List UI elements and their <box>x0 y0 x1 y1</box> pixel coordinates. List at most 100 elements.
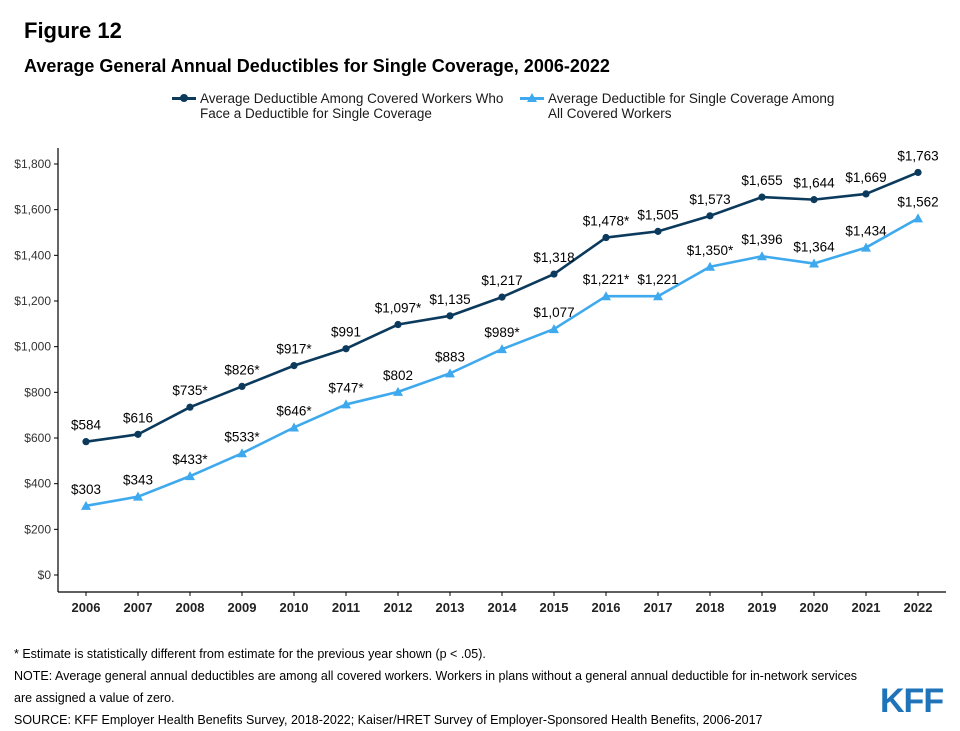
y-tick-label: $1,600 <box>14 203 51 217</box>
data-point <box>82 438 90 446</box>
data-point <box>289 422 299 432</box>
data-point <box>654 227 662 235</box>
data-point <box>809 258 819 268</box>
data-point <box>238 382 246 390</box>
footnote-note-line-1: NOTE: Average general annual deductibles… <box>14 669 858 683</box>
legend-item-series-2: Average Deductible for Single Coverage A… <box>520 91 840 121</box>
legend-label-line: Face a Deductible for Single Coverage <box>200 106 432 121</box>
data-point <box>861 242 871 252</box>
data-label: $1,562 <box>897 194 938 209</box>
legend-item-series-1: Average Deductible Among Covered Workers… <box>172 91 520 121</box>
data-label: $1,434 <box>845 224 887 239</box>
y-tick-label: $0 <box>38 568 52 582</box>
data-label: $1,669 <box>845 170 886 185</box>
x-tick-label: 2010 <box>280 600 309 615</box>
data-point <box>706 212 714 220</box>
data-label: $1,396 <box>741 232 782 247</box>
data-point <box>393 386 403 396</box>
data-label: $826* <box>224 362 260 377</box>
data-point <box>497 344 507 354</box>
series-line-1 <box>85 171 919 443</box>
data-point <box>445 368 455 378</box>
data-label: $1,364 <box>793 240 835 255</box>
data-point <box>290 362 298 370</box>
x-tick-label: 2009 <box>228 600 257 615</box>
data-label: $616 <box>123 410 153 425</box>
data-point <box>549 324 559 334</box>
x-tick-label: 2008 <box>176 600 205 615</box>
data-point <box>914 168 922 177</box>
line-chart: $0 $200 $400 $600 $800 $1,000 $1,200 $1,400 $1,6… <box>14 148 946 615</box>
data-label: $1,763 <box>897 148 938 163</box>
data-point <box>237 448 247 458</box>
data-label: $1,221* <box>583 272 630 287</box>
data-label: $917* <box>276 342 312 357</box>
data-label: $1,217 <box>481 273 522 288</box>
x-tick-label: 2006 <box>72 600 101 615</box>
data-label: $646* <box>276 403 312 418</box>
legend-label-line: Average Deductible Among Covered Workers… <box>200 91 504 106</box>
data-point <box>394 320 402 329</box>
data-label: $343 <box>123 473 153 488</box>
legend-label-line: All Covered Workers <box>548 106 672 121</box>
y-tick-label: $1,800 <box>14 157 51 171</box>
data-label: $1,077 <box>533 305 574 320</box>
data-point <box>862 190 870 198</box>
y-tick-label: $1,200 <box>14 294 51 308</box>
x-tick-label: 2014 <box>488 600 518 615</box>
data-label: $735* <box>172 383 208 398</box>
x-tick-label: 2013 <box>436 600 465 615</box>
legend-label-series-2: Average Deductible for Single Coverage A… <box>548 91 834 121</box>
y-tick-label: $400 <box>24 477 51 491</box>
data-point <box>186 403 194 411</box>
legend-label-line: Average Deductible for Single Coverage A… <box>548 91 835 106</box>
data-label: $802 <box>383 368 413 383</box>
legend-swatch-series-2 <box>520 91 544 106</box>
x-tick-label: 2017 <box>644 600 673 615</box>
y-tick-label: $1,000 <box>14 340 51 354</box>
data-point <box>446 312 454 320</box>
data-label: $533* <box>224 429 260 444</box>
x-tick-label: 2018 <box>696 600 725 615</box>
data-point <box>185 471 195 481</box>
data-label: $991 <box>331 325 361 340</box>
data-point <box>601 291 611 301</box>
chart-legend: Average Deductible Among Covered Workers… <box>172 91 840 121</box>
footnotes: * Estimate is statistically different fr… <box>14 643 857 731</box>
y-tick-label: $600 <box>24 431 51 445</box>
data-label: $1,135 <box>429 292 470 307</box>
data-point <box>341 399 351 409</box>
x-tick-label: 2019 <box>748 600 777 615</box>
data-point <box>602 233 610 242</box>
data-label: $1,350* <box>687 243 734 258</box>
x-tick-label: 2012 <box>384 600 413 615</box>
data-label: $433* <box>172 452 208 467</box>
data-label: $584 <box>71 418 102 433</box>
data-point <box>653 291 663 301</box>
data-label: $747* <box>328 380 364 395</box>
data-label: $1,221 <box>637 272 678 287</box>
data-point <box>810 196 818 204</box>
data-label: $1,655 <box>741 173 782 188</box>
x-tick-label: 2015 <box>540 600 569 615</box>
data-point <box>550 270 558 278</box>
data-label: $1,573 <box>689 192 730 207</box>
data-label: $1,505 <box>637 207 678 222</box>
x-tick-label: 2007 <box>124 600 153 615</box>
data-label: $1,644 <box>793 176 835 191</box>
y-tick-label: $200 <box>24 522 51 536</box>
data-point <box>758 193 766 201</box>
data-point <box>133 491 143 501</box>
x-tick-label: 2011 <box>332 600 360 615</box>
footnote-estimate: * Estimate is statistically different fr… <box>14 647 486 661</box>
data-point <box>134 430 142 438</box>
legend-swatch-series-1 <box>172 91 196 106</box>
data-point <box>342 345 350 353</box>
footnote-note-line-2: are assigned a value of zero. <box>14 691 175 705</box>
legend-label-series-1: Average Deductible Among Covered Workers… <box>200 91 503 121</box>
x-tick-label: 2022 <box>904 600 933 615</box>
x-tick-label: 2021 <box>852 600 881 615</box>
x-tick-label: 2016 <box>592 600 621 615</box>
data-point <box>498 293 506 301</box>
data-point <box>757 251 767 261</box>
